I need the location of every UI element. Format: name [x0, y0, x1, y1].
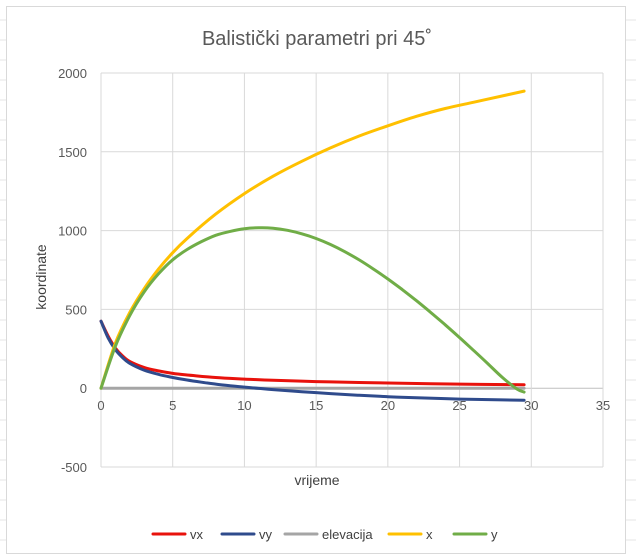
y-tick-label: 1500: [58, 145, 87, 160]
x-tick-label: 15: [309, 398, 323, 413]
y-tick-label: -500: [61, 460, 87, 475]
x-tick-label: 0: [97, 398, 104, 413]
series-layer: [99, 89, 526, 402]
chart-title: Balistički parametri pri 45˚: [202, 28, 432, 50]
legend-label-y: y: [491, 527, 498, 542]
legend-label-x: x: [426, 527, 433, 542]
y-tick-label: 1000: [58, 224, 87, 239]
legend-label-vy: vy: [259, 527, 273, 542]
series-line-x: [99, 89, 526, 390]
y-tick-label: 0: [80, 381, 87, 396]
legend-label-vx: vx: [190, 527, 204, 542]
x-axis-title: vrijeme: [294, 472, 339, 488]
tick-labels: -500 0 500 1000 1500 2000 0 5 10 15 20 25 30 35: [58, 66, 610, 475]
chart-area[interactable]: -500 0 500 1000 1500 2000 0 5 10 15 20 25 30 35 Balis…: [6, 6, 626, 554]
x-tick-label: 25: [452, 398, 466, 413]
series-line-vy: [99, 319, 526, 402]
x-tick-label: 35: [596, 398, 610, 413]
x-tick-label: 10: [237, 398, 251, 413]
line-chart: -500 0 500 1000 1500 2000 0 5 10 15 20 25 30 35 Balis…: [33, 28, 610, 542]
y-axis-title: koordinate: [33, 244, 49, 310]
legend-label-elevacija: elevacija: [322, 527, 373, 542]
y-tick-label: 500: [65, 302, 87, 317]
x-tick-label: 20: [381, 398, 395, 413]
y-tick-label: 2000: [58, 66, 87, 81]
x-tick-label: 30: [524, 398, 538, 413]
series-line-y: [99, 226, 526, 394]
x-tick-label: 5: [169, 398, 176, 413]
legend: vx vy elevacija x y: [151, 527, 498, 542]
